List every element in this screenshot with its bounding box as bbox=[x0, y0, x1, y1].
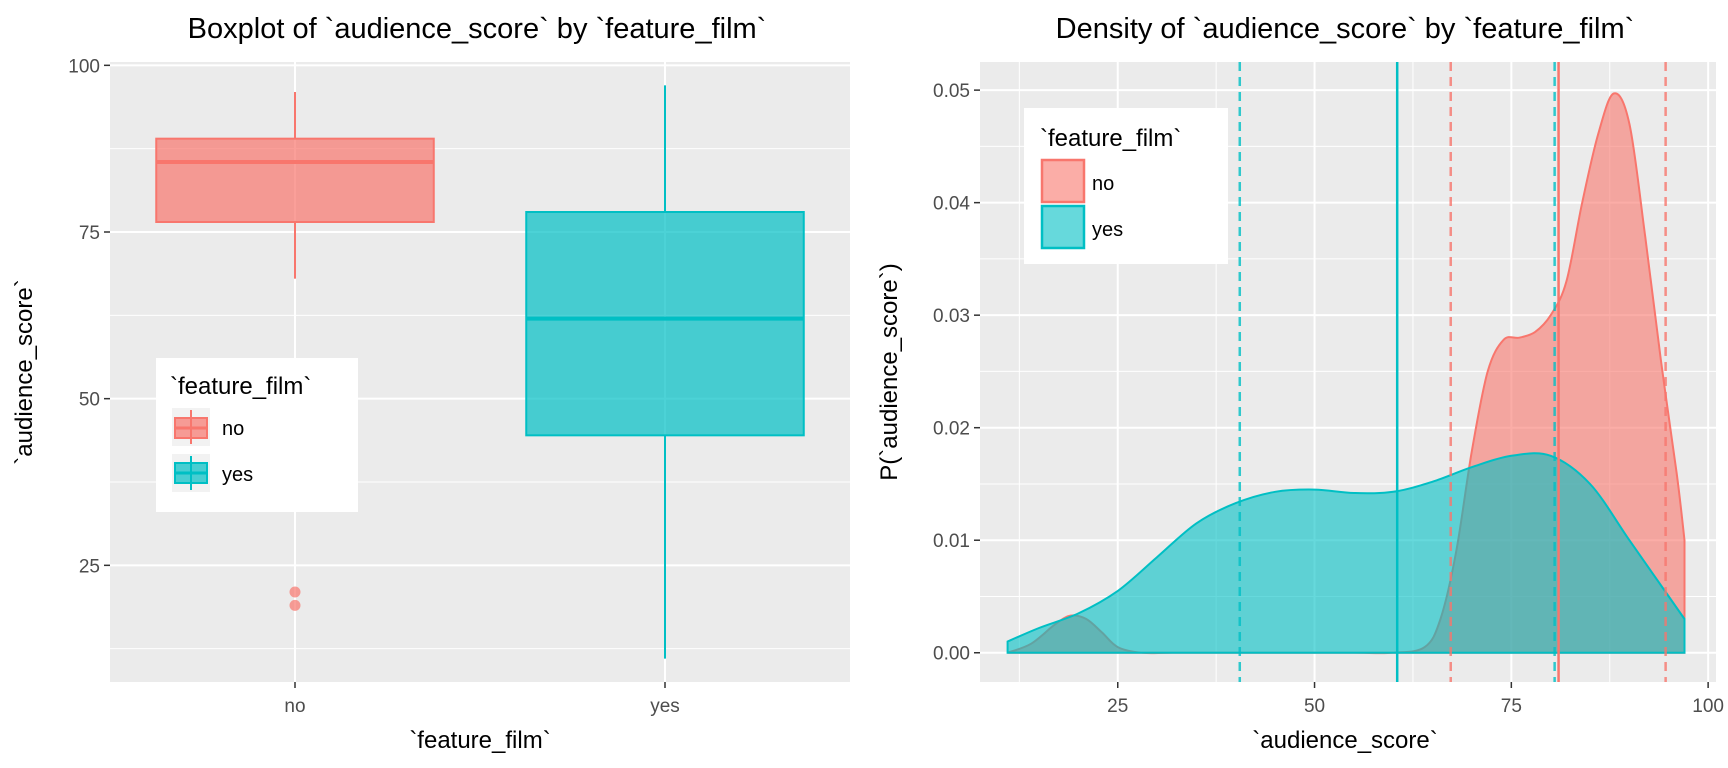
boxplot-y-tick-label: 50 bbox=[79, 390, 100, 411]
boxplot-y-axis-title: `audience_score` bbox=[11, 279, 38, 464]
boxplot-y-tick-label: 25 bbox=[79, 556, 100, 577]
boxplot-legend-label-no: no bbox=[222, 418, 244, 440]
boxplot-panel: Boxplot of `audience_score` by `feature_… bbox=[11, 13, 850, 754]
density-x-tick-label: 25 bbox=[1107, 696, 1128, 717]
boxplot-x-tick-label: no bbox=[284, 696, 305, 717]
outlier-point bbox=[289, 599, 301, 611]
boxplot-legend-title: `feature_film` bbox=[170, 373, 311, 400]
density-legend: `feature_film` no yes bbox=[1024, 108, 1228, 264]
box-iqr bbox=[155, 137, 435, 224]
density-y-tick-label: 0.02 bbox=[933, 419, 970, 440]
density-y-axis-title: P(`audience_score`) bbox=[876, 263, 903, 480]
density-areas bbox=[1006, 92, 1686, 655]
density-y-tick-label: 0.04 bbox=[933, 194, 970, 215]
density-reference-lines bbox=[1238, 62, 1667, 682]
density-legend-key-yes bbox=[1040, 204, 1086, 250]
boxplot-y-tick-label: 100 bbox=[68, 56, 100, 77]
density-legend-key-no bbox=[1040, 158, 1086, 204]
outlier-point bbox=[289, 586, 301, 598]
box-iqr bbox=[525, 211, 805, 437]
density-legend-title: `feature_film` bbox=[1040, 125, 1181, 152]
boxplot-legend-label-yes: yes bbox=[222, 464, 253, 486]
density-area-yes bbox=[1006, 452, 1686, 654]
boxplot-x-axis-title: `feature_film` bbox=[409, 727, 550, 754]
density-x-tick-label: 75 bbox=[1501, 696, 1522, 717]
boxplot-boxes bbox=[155, 85, 805, 659]
density-x-tick-label: 100 bbox=[1692, 696, 1724, 717]
density-title: Density of `audience_score` by `feature_… bbox=[1056, 13, 1635, 45]
boxplot-legend-key-yes bbox=[172, 454, 210, 492]
density-x-ticks: 25 50 75 100 bbox=[1107, 682, 1724, 717]
density-panel: Density of `audience_score` by `feature_… bbox=[876, 13, 1724, 754]
boxplot-y-tick-label: 75 bbox=[79, 223, 100, 244]
boxplot-x-tick-label: yes bbox=[650, 696, 680, 717]
box-yes bbox=[525, 85, 805, 659]
boxplot-y-ticks: 25 50 75 100 bbox=[68, 56, 110, 577]
density-y-tick-label: 0.05 bbox=[933, 81, 970, 102]
density-y-tick-label: 0.00 bbox=[933, 644, 970, 665]
density-x-axis-title: `audience_score` bbox=[1252, 727, 1437, 754]
density-y-tick-label: 0.01 bbox=[933, 531, 970, 552]
density-x-tick-label: 50 bbox=[1304, 696, 1325, 717]
boxplot-title: Boxplot of `audience_score` by `feature_… bbox=[188, 13, 767, 45]
density-y-ticks: 0.00 0.01 0.02 0.03 0.04 0.05 bbox=[933, 81, 980, 665]
boxplot-legend-key-no bbox=[172, 408, 210, 446]
boxplot-legend: `feature_film` no yes bbox=[156, 358, 358, 512]
boxplot-x-ticks: no yes bbox=[284, 682, 680, 717]
density-legend-label-yes: yes bbox=[1092, 219, 1123, 241]
box-no bbox=[155, 92, 435, 611]
density-legend-label-no: no bbox=[1092, 173, 1114, 195]
density-y-tick-label: 0.03 bbox=[933, 306, 970, 327]
